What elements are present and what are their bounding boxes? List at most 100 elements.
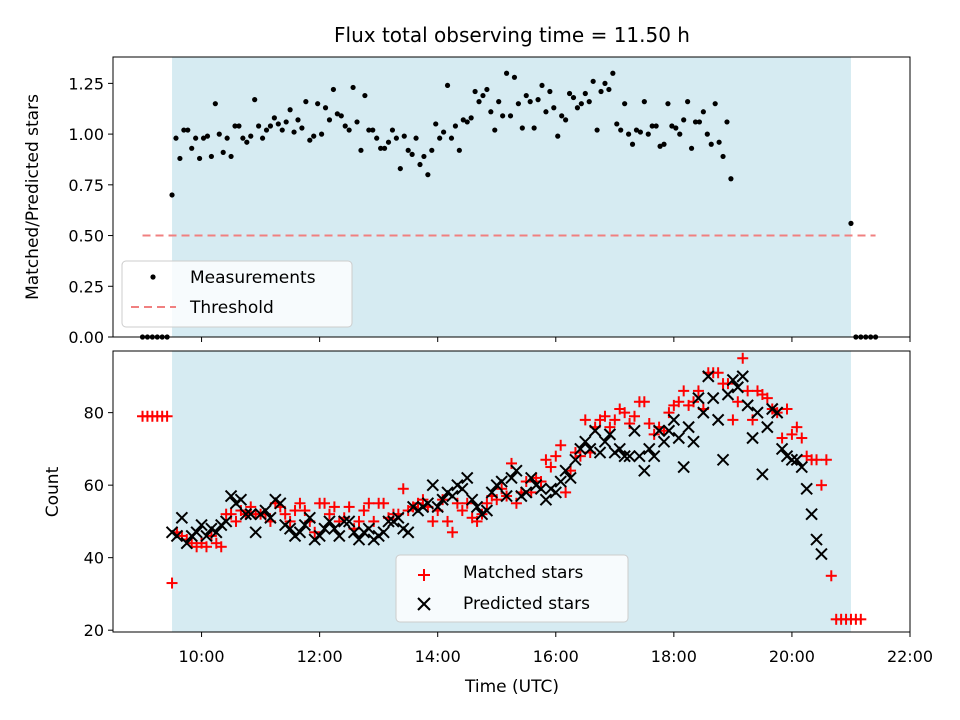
ratio-y-tick-label: 0.25 — [68, 277, 104, 296]
predicted-star-point — [603, 428, 617, 441]
predicted-star-point — [652, 424, 666, 437]
predicted-star-point — [618, 449, 631, 463]
measurement-point — [295, 117, 301, 123]
measurement-point — [700, 109, 706, 115]
measurement-point — [307, 137, 313, 143]
measurement-point — [177, 155, 183, 162]
predicted-star-point — [461, 471, 474, 485]
measurement-point — [653, 123, 659, 129]
measurement-point — [444, 82, 451, 89]
predicted-star-point — [436, 493, 449, 506]
measurement-point — [586, 99, 592, 105]
measurement-point — [185, 127, 191, 133]
predicted-star-point — [613, 442, 626, 456]
measurement-point — [460, 117, 466, 123]
measurement-point — [378, 145, 384, 151]
predicted-star-point — [249, 526, 262, 539]
matched-star-point — [815, 479, 827, 491]
matched-star-point — [678, 385, 690, 397]
measurement-point — [535, 97, 541, 103]
measurement-point — [716, 139, 722, 145]
measurement-point — [236, 123, 242, 129]
predicted-star-point — [574, 442, 587, 456]
measurement-point — [271, 115, 277, 121]
predicted-star-point — [190, 526, 203, 539]
matched-star-point — [555, 439, 567, 451]
measurement-point — [641, 99, 647, 105]
ratio-panel: 0.00 0.25 0.50 0.75 1.00 1.25 Matched/Predict… — [23, 56, 911, 347]
measurements-points — [139, 70, 879, 340]
predicted-star-point — [707, 391, 720, 405]
measurement-point — [523, 92, 529, 99]
matched-star-point — [279, 508, 291, 520]
measurement-point — [724, 119, 730, 125]
measurement-point — [484, 86, 490, 93]
predicted-star-point — [318, 522, 331, 535]
matched-star-point — [446, 526, 458, 538]
matched-star-point — [692, 385, 704, 397]
count-y-tick-label: 80 — [84, 404, 104, 423]
matched-star-point — [294, 497, 306, 509]
measurement-point — [358, 147, 364, 153]
matched-star-point — [638, 396, 650, 408]
measurement-point — [688, 145, 695, 151]
matched-star-point — [781, 403, 793, 415]
predicted-star-point — [662, 424, 676, 437]
measurement-point — [574, 105, 581, 111]
predicted-star-point — [180, 536, 194, 550]
ratio-plot-frame — [112, 56, 911, 338]
matched-star-point — [161, 410, 173, 422]
measurement-point — [362, 92, 368, 99]
count-legend: Matched stars Predicted stars — [395, 554, 629, 623]
predicted-star-point — [623, 449, 636, 463]
predicted-star-point — [721, 388, 735, 401]
predicted-star-point — [549, 486, 562, 499]
measurement-point — [625, 131, 632, 137]
matched-star-point — [343, 501, 355, 513]
measurement-point — [629, 141, 636, 147]
predicted-star-point — [485, 486, 499, 499]
count-y-tick-label: 60 — [84, 476, 104, 495]
measurement-point — [200, 135, 207, 141]
predicted-star-point — [564, 471, 577, 485]
predicted-star-point — [195, 518, 208, 532]
predicted-star-point — [347, 526, 361, 539]
predicted-star-point — [362, 522, 376, 535]
measurement-point — [318, 131, 325, 137]
matched-legend-marker — [418, 569, 430, 581]
predicted-star-point — [401, 526, 415, 539]
predicted-star-point — [746, 431, 759, 445]
measurement-point — [488, 109, 494, 115]
matched-star-point — [673, 396, 685, 408]
measurement-point — [665, 101, 671, 107]
measurement-point — [511, 74, 518, 80]
matched-star-point — [761, 392, 773, 404]
predicted-star-point — [697, 406, 710, 419]
predicted-star-point — [667, 413, 681, 427]
measurement-point — [657, 143, 663, 149]
predicted-star-point — [323, 515, 336, 528]
matched-star-point — [811, 454, 823, 466]
measurement-point — [669, 123, 675, 129]
measurement-point — [216, 131, 222, 137]
predicted-star-point — [495, 475, 508, 488]
measurement-point — [240, 135, 246, 141]
measurement-point — [661, 141, 667, 147]
measurement-point — [673, 125, 679, 131]
matched-star-point — [323, 508, 335, 520]
predicted-star-point — [426, 478, 439, 492]
count-y-tick-label: 20 — [84, 621, 104, 640]
measurement-point — [425, 172, 431, 178]
predicted-star-point — [692, 391, 705, 405]
matched-star-point — [742, 385, 754, 397]
predicted-star-point — [677, 460, 690, 474]
measurement-point — [594, 127, 600, 133]
measurement-point — [326, 117, 333, 123]
measurement-point — [539, 82, 545, 89]
measurement-point — [480, 92, 486, 99]
predicted-star-point — [702, 370, 715, 383]
measurement-point — [311, 133, 317, 139]
measurement-point — [263, 127, 270, 133]
predicted-star-point — [210, 526, 223, 539]
measurement-point — [350, 84, 356, 91]
